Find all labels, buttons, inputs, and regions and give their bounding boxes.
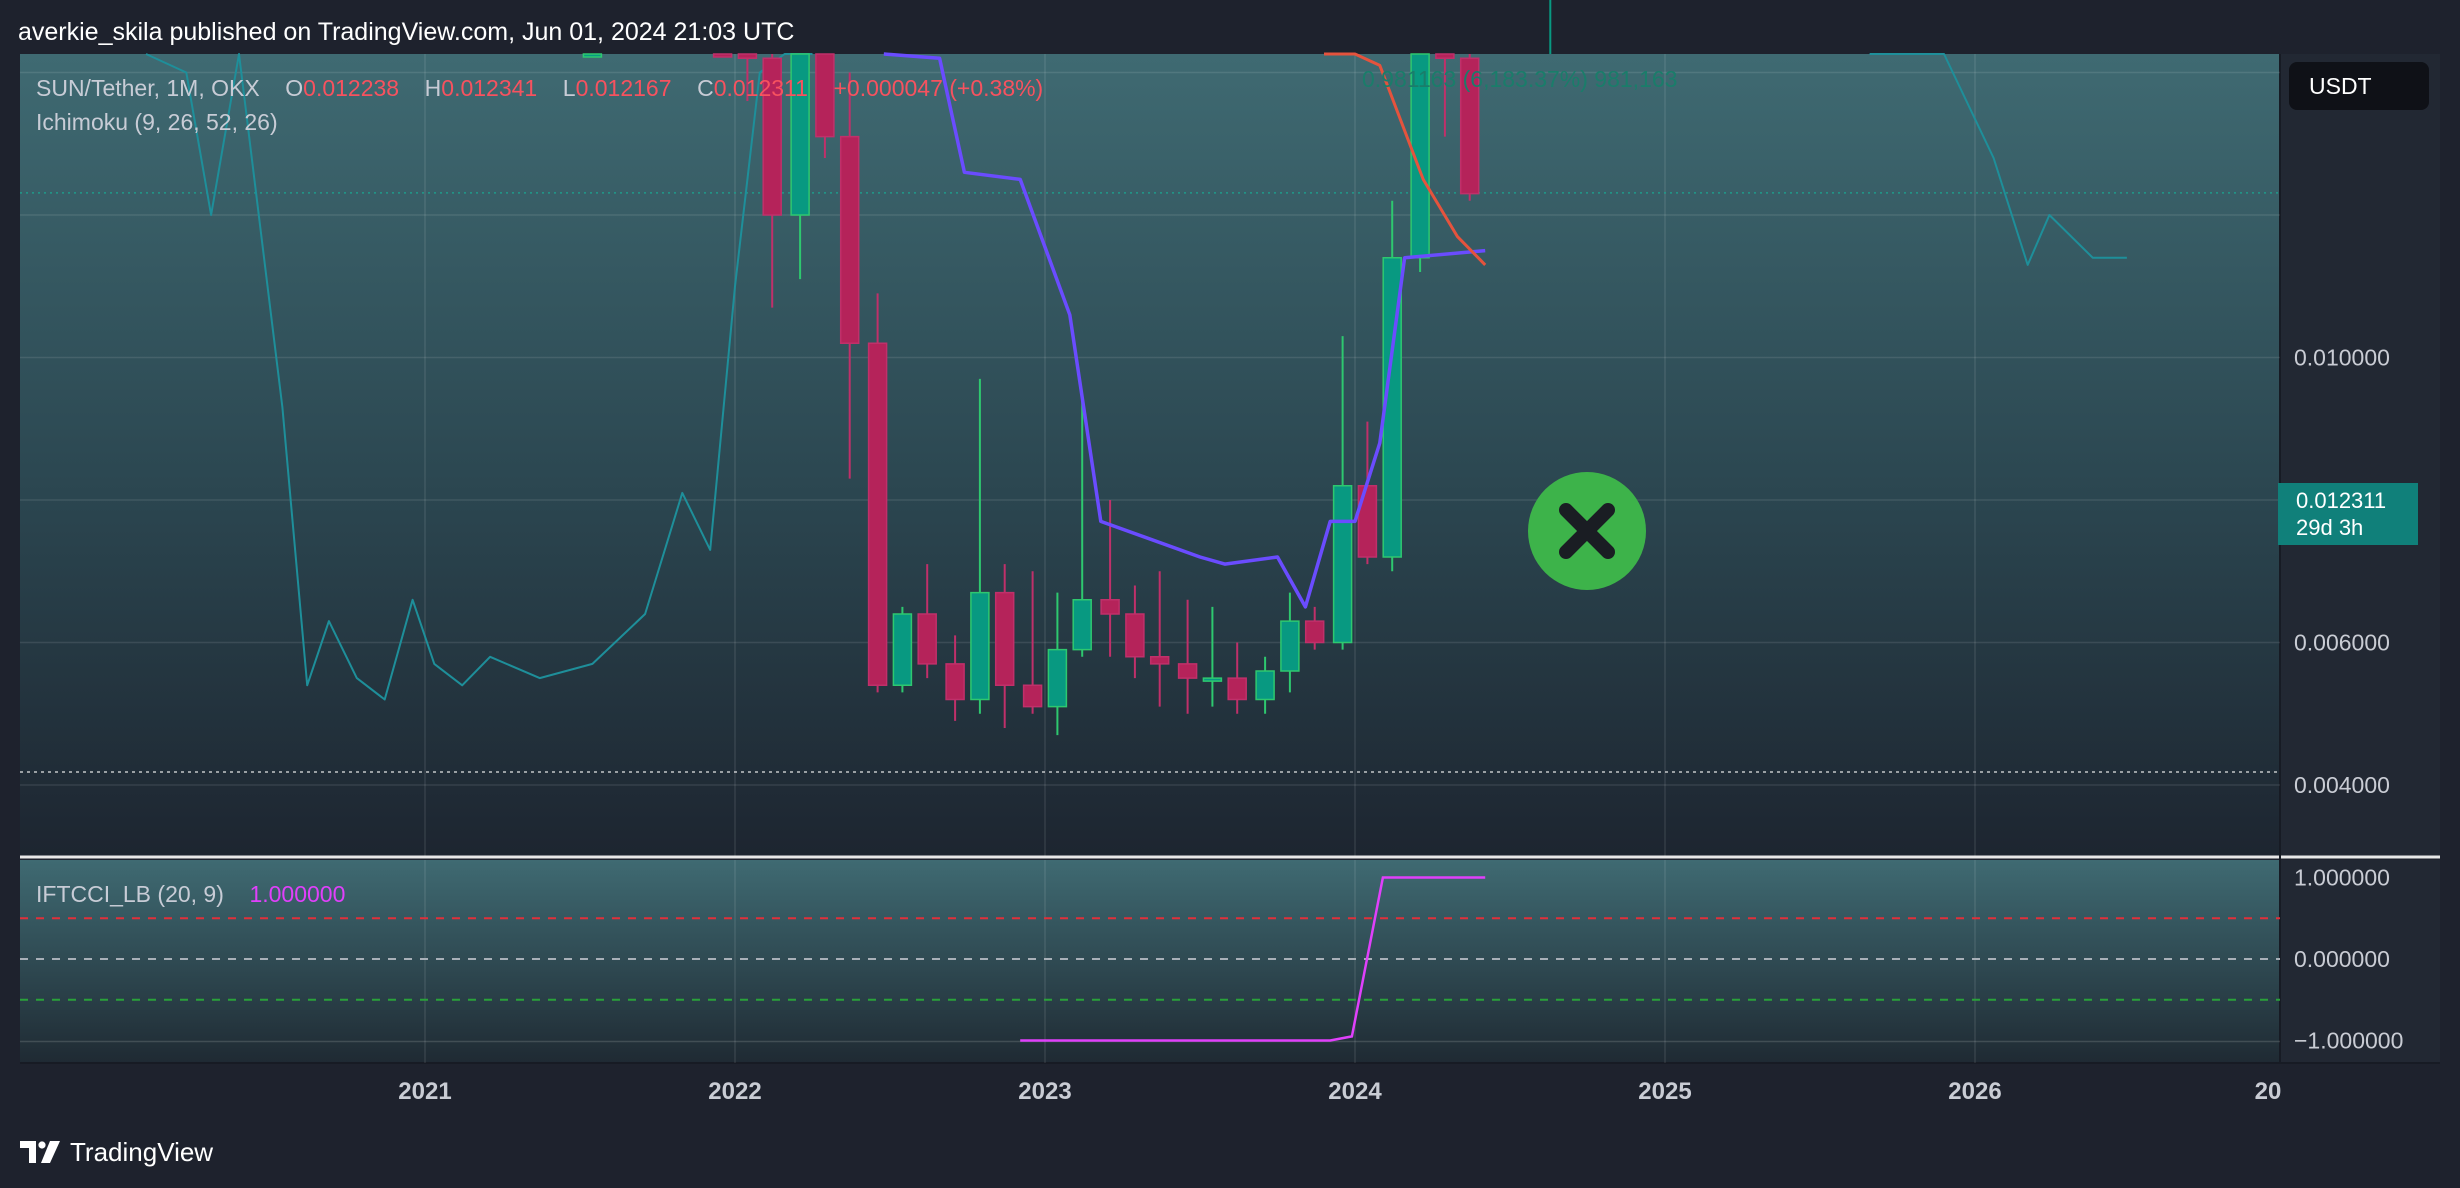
time-tick-label: 20 (2255, 1078, 2282, 1105)
candle-body (1125, 613, 1145, 658)
candle-body (1459, 57, 1480, 195)
time-axis-labels: 2021 2022 2023 2024 2025 2026 20 (398, 1078, 2281, 1105)
oscillator-value: 1.000000 (249, 881, 346, 907)
high-value: 0.012341 (441, 75, 538, 101)
candle-body (815, 53, 835, 138)
time-tick-label: 2025 (1638, 1078, 1691, 1105)
candle-body (892, 613, 913, 686)
candle-body (762, 57, 782, 216)
price-tick-label: 0.010000 (2294, 345, 2390, 371)
candle-body (945, 663, 965, 701)
oscillator-pane-background (20, 860, 2280, 1063)
candle-body (1227, 677, 1247, 701)
close-label: C (697, 75, 714, 101)
lagging-span (145, 53, 2127, 701)
last-price: 0.012311 (2296, 488, 2387, 513)
open-label: O (285, 75, 304, 101)
ichimoku-lines (883, 52, 1487, 609)
oscillator-legend[interactable]: IFTCCI_LB (20, 9) 1.000000 (36, 881, 345, 908)
time-axis-background (20, 1064, 2440, 1118)
low-value: 0.012167 (575, 75, 672, 101)
symbol-legend[interactable]: SUN/Tether, 1M, OKX O0.012238 H0.012341 … (36, 75, 1043, 102)
candle-body (790, 53, 810, 216)
oscillator-name[interactable]: IFTCCI_LB (20, 9) (36, 881, 224, 907)
candle-body (1332, 485, 1353, 644)
candle-body (1255, 670, 1275, 701)
oscillator-tick-label: 1.000000 (2294, 865, 2390, 891)
published-by-text: averkie_skila published on TradingView.c… (18, 18, 795, 46)
time-tick-label: 2024 (1328, 1078, 1382, 1105)
last-price-tag: 0.012311 29d 3h (2278, 483, 2418, 545)
currency-selector-button[interactable]: USDT (2289, 62, 2429, 110)
tradingview-logo-icon (20, 1141, 60, 1163)
tradingview-logo[interactable]: TradingView (20, 1137, 213, 1167)
candle-body (737, 53, 758, 59)
candle-body (712, 53, 733, 58)
candle-body (1072, 599, 1092, 651)
low-label: L (562, 75, 576, 101)
kijun-line (1324, 52, 1487, 266)
main-pane-background (20, 54, 2280, 856)
ichimoku-legend[interactable]: Ichimoku (9, 26, 52, 26) (36, 109, 278, 135)
candle-body (582, 53, 603, 58)
candle-body (1177, 663, 1198, 679)
time-tick-label: 2026 (1948, 1078, 2001, 1105)
price-tick-label: 0.006000 (2294, 630, 2390, 656)
change-value: +0.000047 (+0.38%) (833, 75, 1044, 101)
candle-body (1100, 599, 1120, 615)
candle-body (994, 591, 1015, 686)
tenkan-line (883, 52, 1486, 609)
time-tick-label: 2023 (1018, 1078, 1071, 1105)
candle-body (1202, 677, 1223, 682)
candle-body (1435, 53, 1455, 59)
symbol-name[interactable]: SUN/Tether, 1M, OKX (36, 75, 260, 101)
candle-body (917, 613, 937, 665)
close-icon (1528, 472, 1646, 590)
lagging-span-line (145, 53, 813, 701)
future-span-line (1869, 53, 2127, 266)
bar-countdown: 29d 3h (2296, 515, 2364, 540)
main-grid (20, 54, 2280, 856)
high-label: H (424, 75, 442, 101)
candle-body (970, 591, 990, 701)
time-tick-label: 2022 (708, 1078, 761, 1105)
oscillator-tick-label: −1.000000 (2294, 1028, 2403, 1054)
oscillator-line (1020, 876, 1486, 1042)
oscillator-scale-background (2280, 860, 2440, 1063)
price-scale-background (2280, 54, 2440, 856)
candle-body (1022, 684, 1043, 708)
close-value: 0.012311 (713, 75, 808, 101)
oscillator-lines (1020, 876, 1486, 1042)
candles (582, 53, 1480, 736)
candle-body (1047, 648, 1068, 708)
candle-body (1280, 620, 1300, 672)
candle-body (1304, 620, 1325, 644)
oscillator-tick-label: 0.000000 (2294, 946, 2390, 972)
time-tick-label: 2021 (398, 1078, 451, 1105)
open-value: 0.012238 (303, 75, 400, 101)
candle-body (839, 135, 860, 344)
candle-body (1149, 656, 1170, 665)
measure-tool (1549, 0, 1552, 54)
candle-body (867, 342, 888, 686)
price-tick-label: 0.004000 (2294, 772, 2390, 798)
brand-name: TradingView (70, 1137, 214, 1167)
measure-label: 0.981163 (6,183.37%) 981,163 (1362, 66, 1677, 92)
